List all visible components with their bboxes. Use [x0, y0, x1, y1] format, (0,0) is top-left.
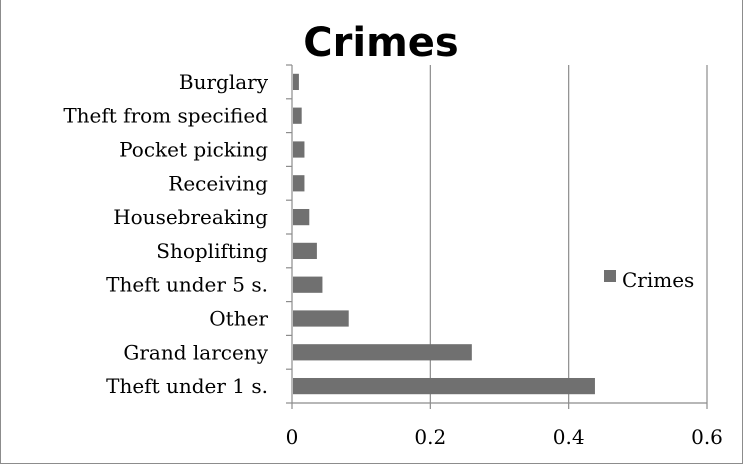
axes: [286, 64, 708, 409]
bar-housebreaking: [293, 208, 310, 226]
bar-theft-under-5-s: [293, 276, 323, 293]
x-tick-label-0: 0: [286, 425, 299, 449]
category-label-4: Shoplifting: [156, 239, 268, 263]
category-label-3: Theft under 5 s.: [106, 273, 268, 297]
category-label-9: Burglary: [179, 70, 269, 94]
category-label-2: Other: [209, 307, 268, 331]
legend: Crimes: [604, 268, 694, 292]
x-tick-labels: 0 0.2 0.4 0.6: [286, 425, 723, 449]
bars: [293, 73, 595, 395]
bar-theft-under-1-s: [293, 377, 595, 395]
category-label-1: Grand larceny: [123, 340, 268, 364]
bar-receiving: [293, 175, 305, 192]
category-label-5: Housebreaking: [113, 205, 268, 229]
category-label-6: Receiving: [168, 171, 268, 195]
category-label-0: Theft under 1 s.: [106, 374, 268, 398]
x-tick-label-2: 0.4: [553, 425, 585, 449]
legend-swatch: [604, 270, 616, 282]
bar-shoplifting: [293, 242, 317, 260]
bar-other: [293, 310, 349, 327]
grid-lines: [429, 65, 708, 403]
category-label-8: Theft from specified: [63, 104, 268, 128]
category-label-7: Pocket picking: [119, 138, 268, 162]
x-tick-label-1: 0.2: [414, 425, 446, 449]
legend-label: Crimes: [622, 268, 694, 292]
x-tick-label-3: 0.6: [691, 425, 723, 449]
bar-pocket-picking: [293, 141, 305, 158]
bar-theft-from-specified: [293, 107, 302, 124]
bar-grand-larceny: [293, 344, 472, 361]
chart-title: Crimes: [303, 20, 458, 66]
category-labels: Theft under 1 s. Grand larceny Other Theft …: [63, 70, 268, 398]
bar-burglary: [293, 73, 299, 91]
